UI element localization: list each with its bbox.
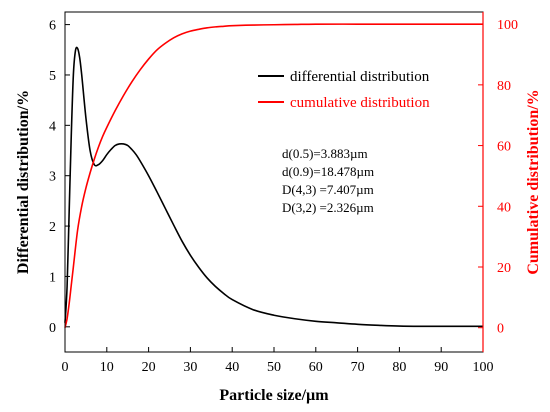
x-tick-label: 30 [183, 360, 197, 375]
x-tick-label: 100 [473, 360, 494, 375]
x-tick-label: 40 [225, 360, 239, 375]
right-y-axis-title: Cumulative distribution/% [525, 89, 542, 274]
x-tick-label: 0 [62, 360, 69, 375]
left-y-axis-title: Differential distribution/% [15, 90, 32, 274]
left-tick-label: 3 [49, 170, 56, 185]
cumulative-distribution-line [64, 23, 483, 328]
left-tick-label: 6 [49, 19, 56, 34]
right-tick-label: 60 [497, 140, 511, 155]
x-axis-title: Particle size/µm [219, 387, 329, 404]
statistics-annotations: d(0.5)=3.883µm d(0.9)=18.478µm D(4,3) =7… [282, 146, 374, 215]
left-tick-label: 4 [49, 119, 56, 134]
x-tick-label: 90 [434, 360, 448, 375]
right-tick-label: 0 [497, 322, 504, 337]
legend-label-cumulative: cumulative distribution [290, 95, 430, 111]
left-tick-label: 5 [49, 69, 56, 84]
x-axis-ticks: 0 10 20 30 40 50 60 70 80 90 100 [62, 347, 494, 375]
stat-d50: d(0.5)=3.883µm [282, 146, 368, 161]
left-tick-label: 0 [49, 321, 56, 336]
series-lines [64, 23, 483, 328]
x-tick-label: 70 [351, 360, 365, 375]
x-tick-label: 80 [392, 360, 406, 375]
legend: differential distribution cumulative dis… [258, 69, 430, 111]
differential-distribution-line [64, 46, 483, 328]
stat-d90: d(0.9)=18.478µm [282, 164, 374, 179]
right-axis-ticks: 0 20 40 60 80 100 [478, 18, 518, 337]
right-tick-label: 40 [497, 200, 511, 215]
stat-d43: D(4,3) =7.407µm [282, 182, 374, 197]
right-tick-label: 80 [497, 79, 511, 94]
right-tick-label: 20 [497, 261, 511, 276]
left-tick-label: 2 [49, 220, 56, 235]
right-tick-label: 100 [497, 18, 518, 33]
x-tick-label: 60 [309, 360, 323, 375]
x-tick-label: 20 [142, 360, 156, 375]
stat-d32: D(3,2) =2.326µm [282, 200, 374, 215]
x-tick-label: 10 [100, 360, 114, 375]
left-axis-ticks: 0 1 2 3 4 5 6 [49, 19, 70, 336]
legend-label-differential: differential distribution [290, 69, 430, 85]
x-tick-label: 50 [267, 360, 281, 375]
plot-frame [64, 11, 484, 353]
left-tick-label: 1 [49, 270, 56, 285]
